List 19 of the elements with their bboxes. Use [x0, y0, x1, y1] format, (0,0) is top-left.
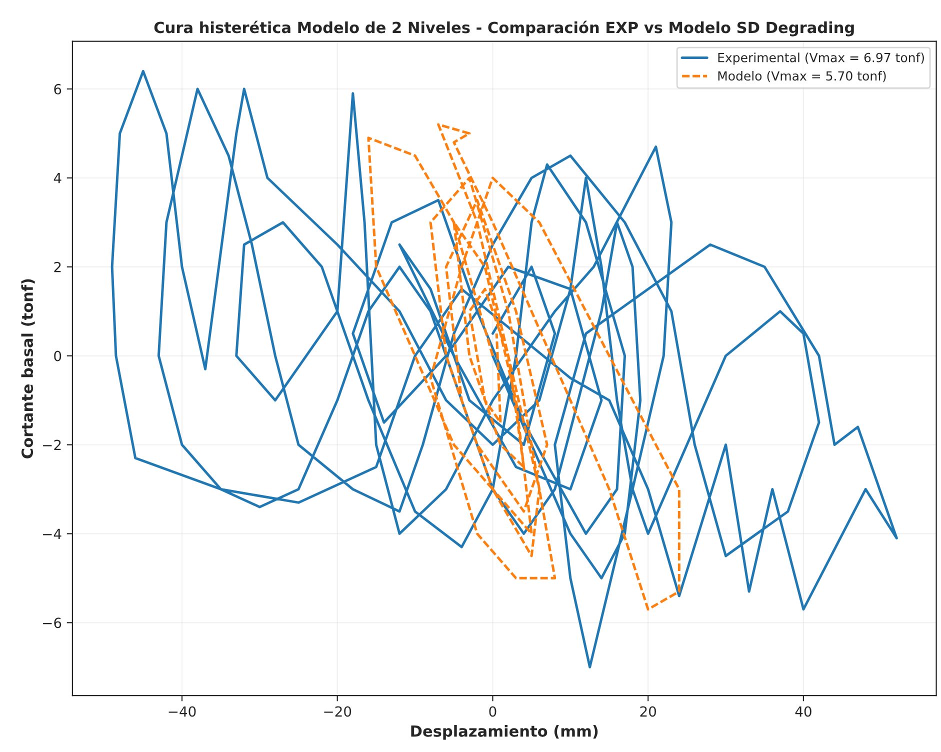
x-axis-title: Desplazamiento (mm)	[411, 725, 598, 740]
y-tick-label: 2	[54, 262, 61, 272]
chart-title: Cura histerética Modelo de 2 Niveles - Comparación EXP vs Modelo SD Degrading	[154, 20, 854, 36]
y-tick-label: 6	[54, 84, 62, 94]
y-tick-label: −4	[43, 528, 62, 539]
y-axis-title: Cortante basal (tonf)	[21, 279, 35, 458]
line-series	[367, 123, 680, 611]
legend-label: Experimental (Vmax = 6.97 tonf)	[718, 52, 924, 65]
y-tick-label: −2	[43, 440, 61, 450]
legend-label: Modelo (Vmax = 5.70 tonf)	[718, 70, 886, 82]
line-series	[110, 70, 898, 668]
x-tick-label: −40	[168, 706, 196, 717]
x-tick-label: −20	[324, 706, 352, 717]
y-tick-label: 0	[54, 350, 62, 362]
y-tick-label: −6	[43, 618, 62, 628]
x-tick-label: 20	[640, 706, 656, 717]
x-tick-label: 40	[795, 706, 812, 717]
x-tick-label: 0	[489, 706, 496, 717]
y-tick-label: 4	[54, 173, 62, 184]
